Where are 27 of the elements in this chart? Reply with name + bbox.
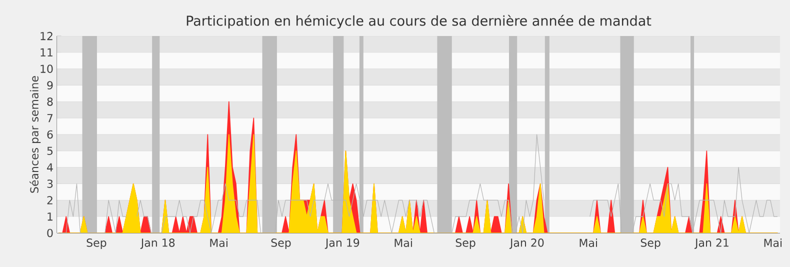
x-tick-label: Jan 18 bbox=[140, 238, 175, 249]
y-axis-title: Séances par semaine bbox=[30, 76, 41, 193]
y-tick-label: 4 bbox=[47, 163, 53, 172]
y-tick-label: 6 bbox=[47, 130, 53, 139]
x-tick-label: Mai bbox=[394, 238, 412, 248]
chart-title: Participation en hémicycle au cours de sa dernière année de mandat bbox=[186, 14, 652, 28]
y-tick-label: 1 bbox=[48, 212, 52, 221]
y-tick-label: 3 bbox=[47, 180, 53, 188]
x-tick-label: Mai bbox=[764, 238, 782, 248]
y-tick-label: 9 bbox=[47, 81, 53, 90]
x-tick-label: Jan 19 bbox=[324, 238, 360, 249]
x-tick-label: Sep bbox=[86, 238, 106, 249]
y-tick-label: 11 bbox=[40, 48, 52, 56]
y-tick-label: 12 bbox=[40, 32, 52, 40]
y-tick-label: 5 bbox=[47, 146, 53, 155]
x-tick-label: Jan 21 bbox=[694, 238, 728, 249]
x-tick-label: Mai bbox=[210, 238, 228, 248]
y-tick-label: 7 bbox=[47, 114, 53, 122]
y-tick-label: 2 bbox=[47, 196, 52, 204]
y-tick-label: 0 bbox=[47, 228, 53, 238]
x-tick-label: Jan 20 bbox=[509, 238, 544, 249]
y-tick-label: 8 bbox=[47, 98, 53, 106]
x-tick-label: Mai bbox=[580, 238, 597, 248]
x-tick-label: Sep bbox=[456, 238, 476, 249]
x-tick-label: Sep bbox=[271, 238, 291, 249]
x-tick-label: Sep bbox=[640, 238, 660, 249]
y-tick-label: 10 bbox=[40, 64, 53, 73]
